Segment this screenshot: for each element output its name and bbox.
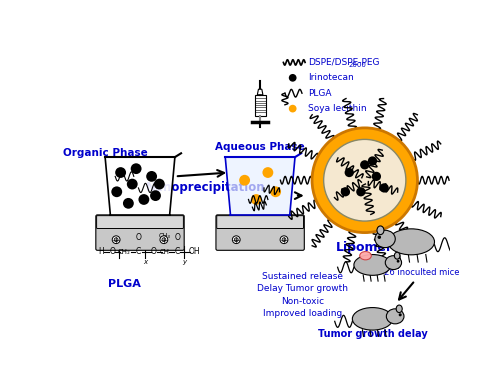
Text: C: C bbox=[136, 247, 141, 256]
Circle shape bbox=[289, 74, 296, 81]
Circle shape bbox=[123, 198, 134, 209]
Ellipse shape bbox=[386, 309, 404, 324]
Circle shape bbox=[115, 167, 126, 178]
Text: O: O bbox=[174, 233, 180, 242]
Ellipse shape bbox=[394, 252, 400, 259]
Circle shape bbox=[372, 172, 381, 181]
Circle shape bbox=[112, 186, 122, 197]
Circle shape bbox=[114, 238, 118, 242]
Text: y: y bbox=[182, 259, 186, 265]
Ellipse shape bbox=[386, 256, 402, 269]
Circle shape bbox=[289, 105, 296, 113]
Circle shape bbox=[396, 260, 400, 263]
Ellipse shape bbox=[354, 255, 391, 275]
Circle shape bbox=[344, 168, 354, 177]
Text: O: O bbox=[109, 247, 115, 256]
Ellipse shape bbox=[375, 230, 396, 247]
Ellipse shape bbox=[377, 226, 384, 235]
Ellipse shape bbox=[396, 305, 402, 313]
Circle shape bbox=[127, 179, 138, 190]
Circle shape bbox=[154, 179, 165, 190]
Ellipse shape bbox=[352, 308, 393, 330]
Circle shape bbox=[162, 238, 166, 242]
Circle shape bbox=[280, 236, 288, 244]
Polygon shape bbox=[105, 157, 175, 215]
Circle shape bbox=[138, 194, 149, 205]
Circle shape bbox=[146, 171, 157, 182]
Text: CH: CH bbox=[160, 249, 170, 255]
FancyBboxPatch shape bbox=[216, 215, 304, 250]
Circle shape bbox=[234, 238, 238, 242]
FancyBboxPatch shape bbox=[96, 215, 184, 250]
Text: Sustained release: Sustained release bbox=[262, 272, 343, 281]
Circle shape bbox=[112, 236, 120, 244]
Circle shape bbox=[130, 163, 141, 174]
Circle shape bbox=[160, 236, 168, 244]
Text: Nanoprecipitation: Nanoprecipitation bbox=[146, 182, 266, 194]
Text: O: O bbox=[136, 233, 141, 242]
Circle shape bbox=[150, 190, 161, 201]
Text: H: H bbox=[98, 247, 104, 256]
Circle shape bbox=[378, 235, 381, 239]
Text: Non-toxic: Non-toxic bbox=[281, 297, 324, 305]
Circle shape bbox=[368, 157, 377, 166]
Text: PLGA: PLGA bbox=[308, 89, 332, 98]
Text: Irinotecan: Irinotecan bbox=[308, 73, 354, 82]
FancyBboxPatch shape bbox=[96, 216, 184, 229]
Text: 2000: 2000 bbox=[348, 62, 366, 68]
Circle shape bbox=[282, 238, 286, 242]
Text: Tumor growth delay: Tumor growth delay bbox=[318, 329, 428, 339]
Circle shape bbox=[340, 187, 350, 196]
Text: OH: OH bbox=[188, 247, 200, 256]
Polygon shape bbox=[258, 89, 263, 95]
Circle shape bbox=[398, 313, 402, 316]
Text: CH₃: CH₃ bbox=[159, 233, 171, 240]
Circle shape bbox=[356, 187, 366, 196]
Bar bbox=[254, 95, 266, 116]
Text: CH₂: CH₂ bbox=[118, 249, 131, 255]
Polygon shape bbox=[225, 157, 295, 215]
Circle shape bbox=[251, 194, 262, 205]
Circle shape bbox=[239, 175, 250, 186]
Circle shape bbox=[312, 128, 418, 233]
Text: CT-26 inoculted mice: CT-26 inoculted mice bbox=[371, 268, 460, 277]
Circle shape bbox=[232, 236, 240, 244]
Ellipse shape bbox=[388, 229, 434, 255]
Text: Soya lecithin: Soya lecithin bbox=[308, 104, 367, 113]
Circle shape bbox=[324, 139, 406, 221]
Ellipse shape bbox=[360, 252, 372, 260]
Circle shape bbox=[360, 160, 370, 169]
Circle shape bbox=[380, 183, 389, 193]
Text: DSPE/DSPE-PEG: DSPE/DSPE-PEG bbox=[308, 58, 380, 67]
Text: Delay Tumor growth: Delay Tumor growth bbox=[257, 284, 348, 293]
FancyBboxPatch shape bbox=[216, 216, 304, 229]
Text: Improved loading: Improved loading bbox=[263, 309, 342, 318]
Circle shape bbox=[262, 167, 274, 178]
Circle shape bbox=[270, 186, 281, 197]
Text: Organic Phase: Organic Phase bbox=[63, 148, 148, 158]
Text: Lipomer: Lipomer bbox=[336, 241, 394, 254]
Text: O: O bbox=[151, 247, 157, 256]
Text: C: C bbox=[174, 247, 180, 256]
Text: Aqueous Phase: Aqueous Phase bbox=[215, 142, 305, 152]
Text: x: x bbox=[144, 259, 148, 265]
Text: PLGA: PLGA bbox=[108, 279, 141, 289]
